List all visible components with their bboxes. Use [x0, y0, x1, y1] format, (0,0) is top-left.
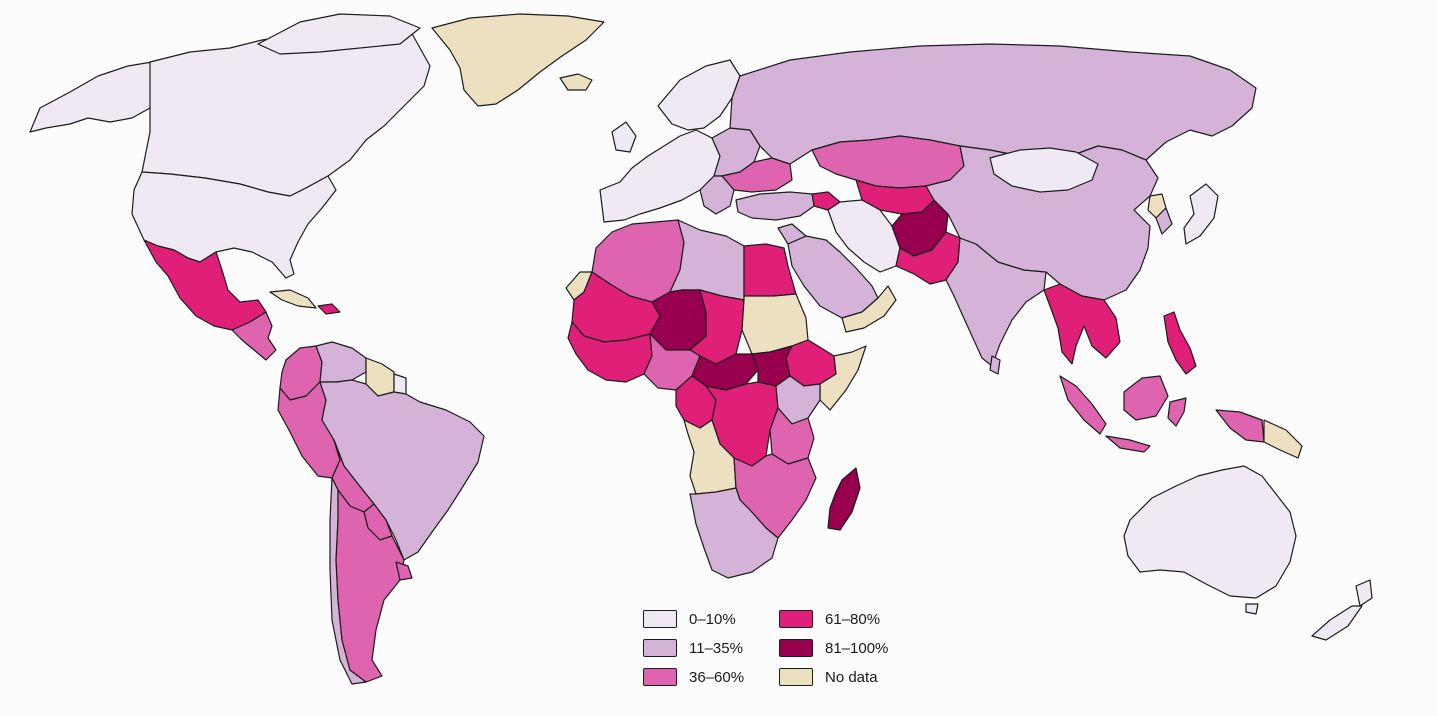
region-kazakhstan [811, 135, 965, 189]
legend: 0–10% 11–35% 36–60% 61–80% 81–100% No da… [643, 608, 913, 690]
region-canada-islands [257, 13, 421, 55]
region-south-korea [1155, 207, 1173, 235]
legend-label: 0–10% [689, 610, 736, 628]
legend-label: 81–100% [825, 639, 889, 657]
region-indonesia-borneo [1123, 375, 1169, 421]
region-madagascar [827, 467, 861, 531]
region-philippines [1163, 311, 1197, 375]
region-venezuela [315, 341, 367, 383]
region-hispaniola [317, 303, 341, 315]
region-china [925, 145, 1159, 301]
region-indonesia-sulawesi [1167, 397, 1187, 427]
region-ukraine [721, 157, 793, 193]
legend-swatch [779, 639, 813, 657]
legend-item-11-35: 11–35% [643, 637, 743, 659]
region-egypt [743, 243, 797, 297]
region-uk [611, 121, 637, 153]
region-scandinavia [657, 59, 741, 131]
region-uruguay [395, 561, 413, 581]
region-mexico [143, 239, 267, 331]
region-indonesia-java [1105, 435, 1151, 453]
region-somalia [819, 345, 867, 411]
region-png [1263, 419, 1303, 459]
region-mongolia [989, 147, 1099, 193]
legend-swatch [779, 610, 813, 628]
region-yemen-oman [841, 285, 897, 333]
region-indochina [1043, 283, 1121, 365]
region-new-zealand-north [1355, 579, 1373, 607]
region-french-guiana [393, 373, 407, 395]
region-tasmania [1245, 603, 1259, 615]
legend-swatch [779, 668, 813, 686]
region-levant [777, 223, 807, 245]
region-turkey [735, 191, 815, 221]
region-new-zealand-south [1311, 605, 1363, 641]
region-new-guinea-west [1215, 409, 1265, 443]
legend-label: No data [825, 668, 878, 686]
legend-item-no-data: No data [779, 666, 878, 688]
region-libya [669, 219, 745, 301]
region-niger [649, 289, 707, 351]
region-greenland [431, 13, 605, 107]
legend-label: 61–80% [825, 610, 881, 628]
legend-swatch [643, 668, 677, 686]
region-central-america [231, 311, 277, 361]
region-russia [729, 43, 1257, 165]
legend-item-81-100: 81–100% [779, 637, 888, 659]
region-iceland [559, 73, 593, 91]
legend-item-0-10: 0–10% [643, 608, 736, 630]
region-alaska [29, 61, 153, 133]
legend-swatch [643, 639, 677, 657]
region-southern-africa [689, 487, 779, 579]
region-argentina [335, 489, 405, 683]
legend-label: 11–35% [689, 639, 743, 657]
legend-swatch [643, 610, 677, 628]
region-japan [1183, 183, 1219, 245]
region-indonesia-sumatra [1059, 375, 1107, 435]
legend-item-61-80: 61–80% [779, 608, 880, 630]
region-sri-lanka [989, 355, 1001, 375]
legend-label: 36–60% [689, 668, 745, 686]
region-australia [1123, 465, 1297, 599]
legend-item-36-60: 36–60% [643, 666, 744, 688]
region-balkans [699, 175, 735, 215]
region-cuba [269, 289, 317, 309]
